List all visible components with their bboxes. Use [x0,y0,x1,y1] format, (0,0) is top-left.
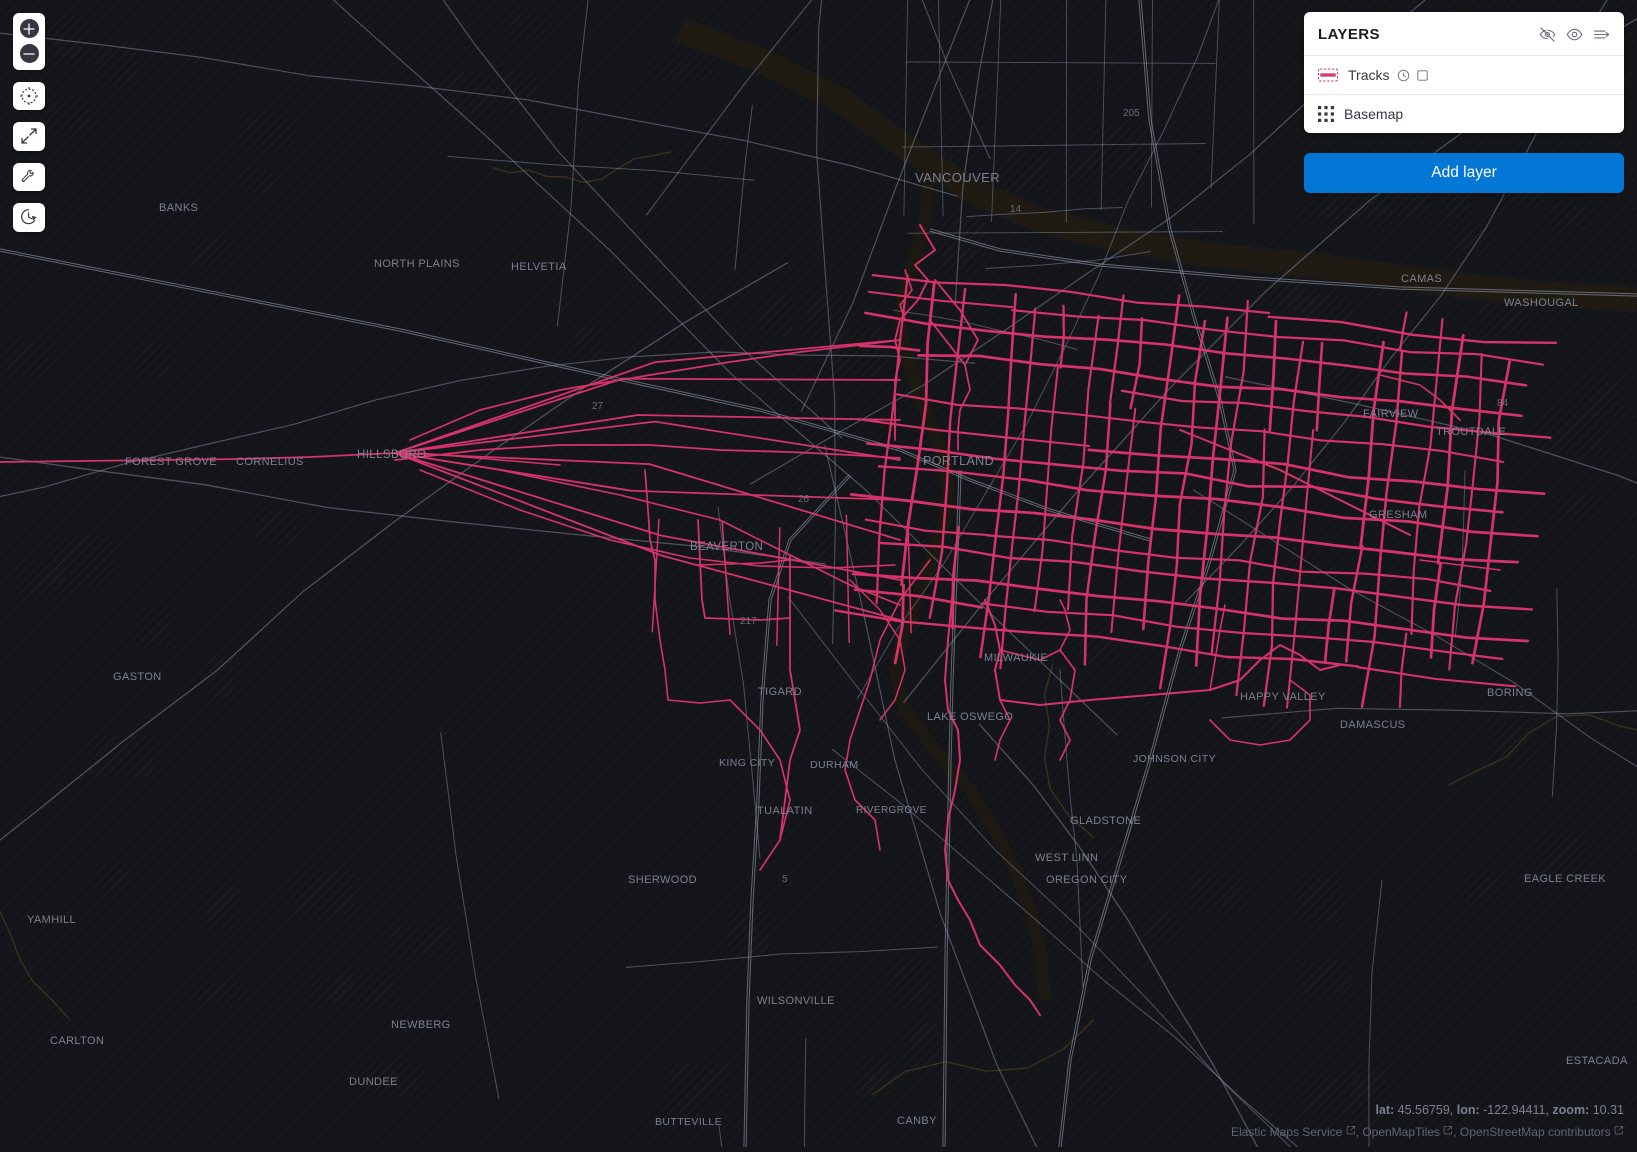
svg-text:DAMASCUS: DAMASCUS [1340,719,1406,731]
svg-text:HILLSBORO: HILLSBORO [357,449,426,461]
svg-text:NEWBERG: NEWBERG [391,1019,451,1031]
svg-text:CARLTON: CARLTON [50,1035,104,1047]
svg-text:PORTLAND: PORTLAND [923,454,994,468]
svg-text:BORING: BORING [1487,687,1533,699]
svg-text:DURHAM: DURHAM [810,759,858,771]
svg-text:WASHOUGAL: WASHOUGAL [1504,297,1579,309]
svg-text:BUTTEVILLE: BUTTEVILLE [655,1116,722,1128]
svg-text:FOREST GROVE: FOREST GROVE [125,456,217,468]
svg-text:FAIRVIEW: FAIRVIEW [1363,408,1419,420]
svg-text:205: 205 [1123,108,1140,119]
svg-text:LAKE OSWEGO: LAKE OSWEGO [927,711,1013,723]
svg-text:27: 27 [592,401,604,412]
svg-text:GRESHAM: GRESHAM [1369,509,1427,521]
svg-text:RIVERGROVE: RIVERGROVE [856,805,927,816]
svg-text:HAPPY VALLEY: HAPPY VALLEY [1240,691,1326,703]
svg-text:14: 14 [1010,204,1022,215]
svg-text:JOHNSON CITY: JOHNSON CITY [1133,753,1216,765]
svg-text:VANCOUVER: VANCOUVER [915,170,1000,185]
svg-text:26: 26 [798,494,810,505]
svg-text:CANBY: CANBY [897,1115,937,1127]
svg-text:TUALATIN: TUALATIN [757,805,813,817]
svg-text:GASTON: GASTON [113,671,162,683]
svg-text:5: 5 [782,874,788,885]
svg-text:HELVETIA: HELVETIA [511,261,567,273]
svg-text:TIGARD: TIGARD [758,686,802,698]
svg-text:EAGLE CREEK: EAGLE CREEK [1524,873,1606,885]
svg-text:GLADSTONE: GLADSTONE [1070,815,1141,827]
svg-text:DUNDEE: DUNDEE [349,1076,398,1088]
svg-text:BEAVERTON: BEAVERTON [690,541,763,553]
svg-text:CAMAS: CAMAS [1401,273,1442,285]
svg-text:BANKS: BANKS [159,202,198,214]
svg-text:OREGON CITY: OREGON CITY [1046,874,1128,886]
svg-text:SHERWOOD: SHERWOOD [628,874,697,886]
svg-text:217: 217 [740,616,757,627]
svg-text:KING CITY: KING CITY [719,757,775,769]
svg-text:MILWAUKIE: MILWAUKIE [984,652,1048,664]
svg-text:WILSONVILLE: WILSONVILLE [757,995,835,1007]
svg-text:WEST LINN: WEST LINN [1035,852,1098,864]
svg-text:NORTH PLAINS: NORTH PLAINS [374,258,460,270]
svg-text:TROUTDALE: TROUTDALE [1436,426,1506,438]
svg-text:84: 84 [1497,398,1509,409]
svg-text:YAMHILL: YAMHILL [27,914,76,926]
svg-text:ESTACADA: ESTACADA [1566,1055,1628,1067]
svg-text:CORNELIUS: CORNELIUS [236,456,304,468]
